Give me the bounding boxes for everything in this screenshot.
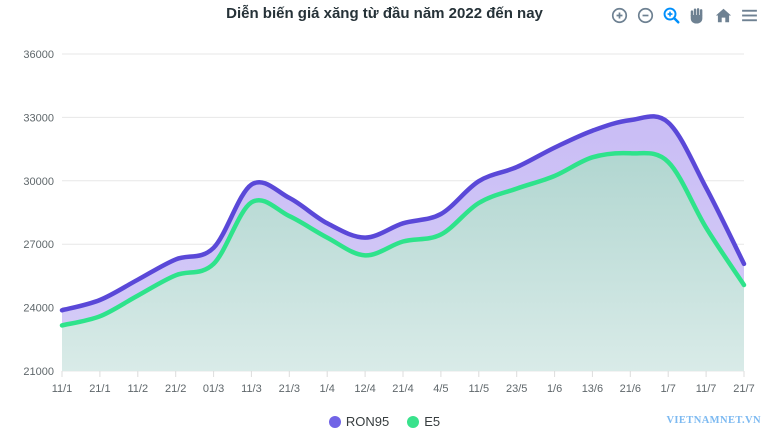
legend-marker-e5 — [407, 415, 420, 428]
x-axis-ticks — [61, 371, 745, 377]
svg-text:36000: 36000 — [23, 49, 54, 61]
svg-text:4/5: 4/5 — [433, 383, 448, 395]
svg-text:1/7: 1/7 — [661, 383, 676, 395]
y-axis-labels: 36000 33000 30000 27000 24000 21000 — [23, 49, 54, 378]
legend: RON95 E5 — [0, 414, 769, 429]
legend-item-ron95[interactable]: RON95 — [328, 414, 390, 429]
svg-text:21/3: 21/3 — [279, 383, 300, 395]
svg-text:11/7: 11/7 — [696, 383, 717, 395]
svg-text:23/5: 23/5 — [506, 383, 527, 395]
legend-label-e5: E5 — [424, 414, 441, 429]
svg-text:21/6: 21/6 — [620, 383, 641, 395]
home-reset-icon[interactable] — [713, 5, 733, 25]
svg-text:21/4: 21/4 — [392, 383, 413, 395]
svg-text:21000: 21000 — [23, 366, 54, 378]
watermark: VIETNAMNET.VN — [666, 415, 761, 426]
chart-toolbar — [609, 5, 759, 25]
legend-label-ron95: RON95 — [345, 414, 390, 429]
svg-text:30000: 30000 — [23, 176, 54, 188]
zoom-out-icon[interactable] — [635, 5, 655, 25]
series-lines — [59, 114, 747, 328]
legend-marker-ron95 — [328, 415, 341, 428]
svg-text:24000: 24000 — [23, 303, 54, 315]
svg-text:21/2: 21/2 — [165, 383, 186, 395]
svg-text:12/4: 12/4 — [354, 383, 375, 395]
pan-hand-icon[interactable] — [687, 5, 707, 25]
svg-text:11/3: 11/3 — [241, 383, 262, 395]
x-axis-labels: 11/1 21/1 11/2 21/2 01/3 11/3 21/3 1/4 12/4 21/4 4… — [52, 383, 755, 395]
zoom-in-icon[interactable] — [609, 5, 629, 25]
menu-icon[interactable] — [739, 5, 759, 25]
selection-zoom-icon[interactable] — [661, 5, 681, 25]
svg-text:1/4: 1/4 — [320, 383, 335, 395]
area-e5 — [62, 153, 744, 371]
svg-text:21/1: 21/1 — [89, 383, 110, 395]
svg-text:01/3: 01/3 — [203, 383, 224, 395]
svg-text:11/5: 11/5 — [469, 383, 490, 395]
legend-item-e5[interactable]: E5 — [407, 414, 440, 429]
line-ron95 — [59, 114, 747, 313]
svg-text:11/2: 11/2 — [128, 383, 149, 395]
page-title: Diễn biến giá xăng từ đầu năm 2022 đến n… — [226, 5, 543, 22]
line-e5 — [59, 150, 747, 328]
svg-text:11/1: 11/1 — [52, 383, 73, 395]
svg-text:13/6: 13/6 — [582, 383, 603, 395]
svg-text:33000: 33000 — [23, 112, 54, 124]
svg-text:1/6: 1/6 — [547, 383, 562, 395]
svg-text:27000: 27000 — [23, 239, 54, 251]
svg-text:21/7: 21/7 — [733, 383, 754, 395]
